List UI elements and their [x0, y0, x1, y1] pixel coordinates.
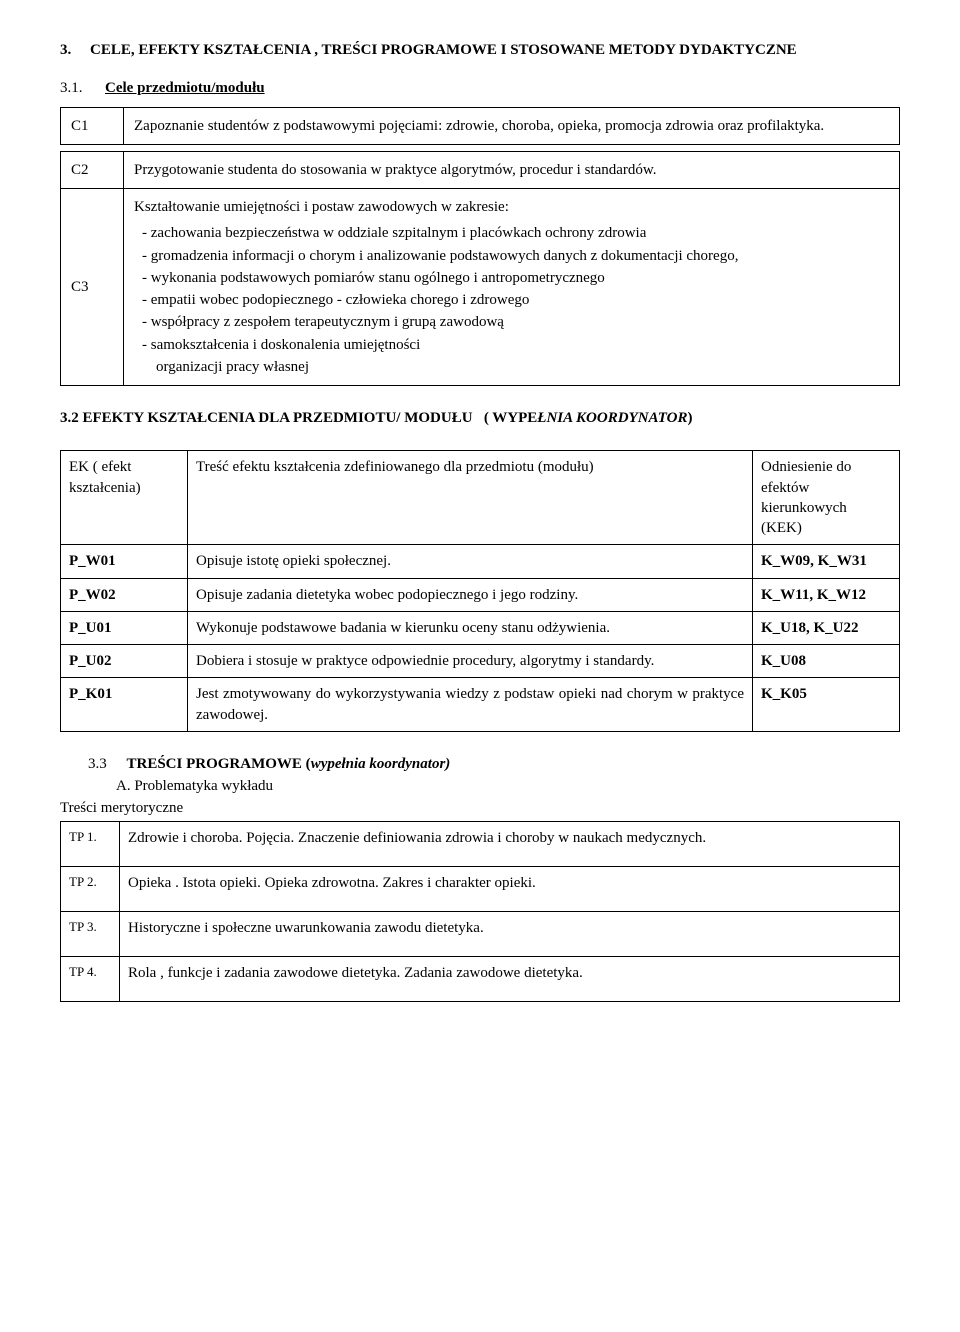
c3-code: C3 [61, 189, 124, 386]
table-row: C3 Kształtowanie umiejętności i postaw z… [61, 189, 900, 386]
c1-text: Zapoznanie studentów z podstawowymi poję… [124, 107, 900, 144]
tp-number: TP 3. [61, 911, 120, 956]
eff-text: Opisuje istotę opieki społecznej. [188, 545, 753, 578]
c2-text: Przygotowanie studenta do stosowania w p… [124, 151, 900, 188]
tp-text: Rola , funkcje i zadania zawodowe dietet… [120, 956, 900, 1001]
eff-kek: K_W11, K_W12 [753, 578, 900, 611]
list-item: samokształcenia i doskonalenia umiejętno… [166, 335, 889, 355]
eff-kek: K_U08 [753, 645, 900, 678]
tresci-label: Treści merytoryczne [60, 798, 900, 818]
table-row: TP 2. Opieka . Istota opieki. Opieka zdr… [61, 866, 900, 911]
c1-code: C1 [61, 107, 124, 144]
eff-header-col1: EK ( efekt kształcenia) [61, 451, 188, 545]
eff-text: Jest zmotywowany do wykorzystywania wied… [188, 678, 753, 732]
effects-table: EK ( efekt kształcenia) Treść efektu ksz… [60, 450, 900, 732]
table-row: P_U02 Dobiera i stosuje w praktyce odpow… [61, 645, 900, 678]
section-31-line: 3.1. Cele przedmiotu/modułu [60, 78, 900, 98]
tp-text: Opieka . Istota opieki. Opieka zdrowotna… [120, 866, 900, 911]
eff-text: Opisuje zadania dietetyka wobec podopiec… [188, 578, 753, 611]
table-row: C1 Zapoznanie studentów z podstawowymi p… [61, 107, 900, 144]
section-32-paren-prefix: ( WYPE [484, 410, 537, 426]
section-33-subA: A. Problematyka wykładu [116, 776, 900, 796]
list-item: wykonania podstawowych pomiarów stanu og… [166, 268, 889, 288]
eff-kek: K_W09, K_W31 [753, 545, 900, 578]
section-31-number: 3.1. [60, 80, 83, 96]
eff-header-col3: Odniesienie do efektów kierunkowych (KEK… [753, 451, 900, 545]
eff-kek: K_U18, K_U22 [753, 611, 900, 644]
c3-last-line: organizacji pracy własnej [156, 357, 889, 377]
eff-kek: K_K05 [753, 678, 900, 732]
list-item: zachowania bezpieczeństwa w oddziale szp… [166, 223, 889, 243]
section-31-title: Cele przedmiotu/modułu [105, 80, 265, 96]
table-row: P_W01 Opisuje istotę opieki społecznej. … [61, 545, 900, 578]
eff-text: Dobiera i stosuje w praktyce odpowiednie… [188, 645, 753, 678]
tp-text: Zdrowie i choroba. Pojęcia. Znaczenie de… [120, 821, 900, 866]
c1-table: C1 Zapoznanie studentów z podstawowymi p… [60, 107, 900, 145]
section-33-italic: wypełnia koordynator) [311, 756, 451, 772]
list-item: gromadzenia informacji o chorym i analiz… [166, 246, 889, 266]
section-32-paren-italic: ŁNIA KOORDYNATOR [537, 410, 687, 426]
tp-number: TP 1. [61, 821, 120, 866]
section-32-title: EFEKTY KSZTAŁCENIA DLA PRZEDMIOTU/ MODUŁ… [83, 410, 473, 426]
c2-code: C2 [61, 151, 124, 188]
table-row: C2 Przygotowanie studenta do stosowania … [61, 151, 900, 188]
eff-header-col2: Treść efektu kształcenia zdefiniowanego … [188, 451, 753, 545]
c3-bullets: zachowania bezpieczeństwa w oddziale szp… [166, 223, 889, 355]
eff-code: P_U01 [61, 611, 188, 644]
table-row: P_U01 Wykonuje podstawowe badania w kier… [61, 611, 900, 644]
section-3-heading: 3. CELE, EFEKTY KSZTAŁCENIA , TREŚCI PRO… [60, 40, 900, 60]
table-row: P_K01 Jest zmotywowany do wykorzystywani… [61, 678, 900, 732]
c3-intro: Kształtowanie umiejętności i postaw zawo… [134, 197, 889, 217]
list-item: współpracy z zespołem terapeutycznym i g… [166, 312, 889, 332]
eff-code: P_U02 [61, 645, 188, 678]
section-32-heading: 3.2 EFEKTY KSZTAŁCENIA DLA PRZEDMIOTU/ M… [60, 408, 900, 428]
c3-cell: Kształtowanie umiejętności i postaw zawo… [124, 189, 900, 386]
section-33-number: 3.3 [88, 756, 107, 772]
tp-number: TP 2. [61, 866, 120, 911]
table-row: EK ( efekt kształcenia) Treść efektu ksz… [61, 451, 900, 545]
table-row: TP 3. Historyczne i społeczne uwarunkowa… [61, 911, 900, 956]
eff-text: Wykonuje podstawowe badania w kierunku o… [188, 611, 753, 644]
section-33-title: TREŚCI PROGRAMOWE ( [127, 756, 311, 772]
table-row: P_W02 Opisuje zadania dietetyka wobec po… [61, 578, 900, 611]
table-row: TP 1. Zdrowie i choroba. Pojęcia. Znacze… [61, 821, 900, 866]
list-item: empatii wobec podopiecznego - człowieka … [166, 290, 889, 310]
section-32-paren-suffix: ) [687, 410, 692, 426]
eff-code: P_W01 [61, 545, 188, 578]
eff-code: P_W02 [61, 578, 188, 611]
section-3-number: 3. [60, 42, 71, 58]
table-row: TP 4. Rola , funkcje i zadania zawodowe … [61, 956, 900, 1001]
section-3-title: CELE, EFEKTY KSZTAŁCENIA , TREŚCI PROGRA… [90, 42, 797, 58]
c2c3-table: C2 Przygotowanie studenta do stosowania … [60, 151, 900, 386]
section-32-number: 3.2 [60, 410, 79, 426]
section-33-heading: 3.3 TREŚCI PROGRAMOWE (wypełnia koordyna… [88, 754, 900, 774]
tp-number: TP 4. [61, 956, 120, 1001]
tp-table: TP 1. Zdrowie i choroba. Pojęcia. Znacze… [60, 821, 900, 1002]
tp-text: Historyczne i społeczne uwarunkowania za… [120, 911, 900, 956]
eff-code: P_K01 [61, 678, 188, 732]
